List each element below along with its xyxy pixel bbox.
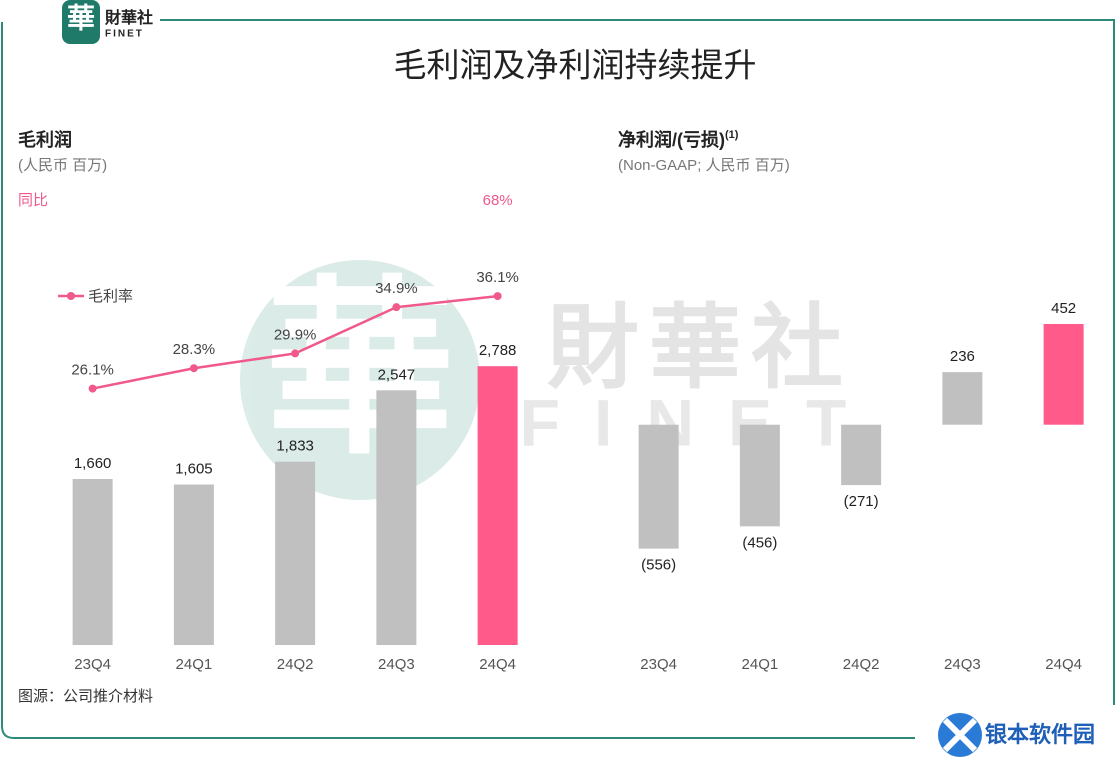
line-label: 26.1% — [71, 362, 114, 379]
x-tick-label: 24Q3 — [944, 656, 981, 673]
bar — [173, 484, 214, 645]
bar — [841, 424, 882, 486]
bar — [739, 424, 780, 527]
value-label: 1,833 — [276, 438, 314, 455]
legend-label: 毛利率 — [88, 288, 133, 305]
chart-subtitle: (人民币 百万) — [18, 157, 107, 174]
chart-title: 净利润/(亏损)(1) — [618, 129, 739, 150]
line-label: 29.9% — [274, 326, 317, 343]
yoy-value: 68% — [483, 192, 513, 209]
bar — [942, 372, 983, 425]
yoy-label: 同比 — [18, 192, 48, 209]
chart-title-note: (1) — [725, 129, 739, 141]
value-label: (556) — [641, 557, 676, 574]
frame — [1, 19, 1115, 739]
chart-subtitle: (Non-GAAP; 人民币 百万) — [618, 157, 790, 174]
x-tick-label: 24Q2 — [277, 656, 314, 673]
bar — [477, 366, 518, 645]
legend-marker — [67, 292, 75, 300]
line-point — [291, 349, 300, 358]
logo-mark: 華 — [67, 2, 95, 33]
value-label: 1,660 — [74, 455, 112, 472]
value-label: 1,605 — [175, 460, 213, 477]
chart-title: 毛利润 — [18, 129, 72, 150]
x-tick-label: 24Q3 — [378, 656, 415, 673]
logo-sub: FINET — [105, 29, 144, 40]
slide-title: 毛利润及净利润持续提升 — [394, 47, 757, 84]
x-tick-label: 23Q4 — [640, 656, 677, 673]
x-tick-label: 24Q1 — [176, 656, 213, 673]
x-tick-label: 23Q4 — [74, 656, 111, 673]
value-label: (271) — [844, 493, 879, 510]
logo-name: 財華社 — [105, 8, 153, 27]
line-point — [392, 303, 401, 312]
line-label: 28.3% — [173, 341, 216, 358]
line-point — [88, 384, 97, 393]
bar — [72, 479, 113, 645]
x-tick-label: 24Q4 — [1045, 656, 1082, 673]
value-label: 236 — [950, 348, 975, 365]
watermark-name: 財華社 — [547, 297, 853, 399]
value-label: 452 — [1051, 300, 1076, 317]
watermark-sub: FINET — [520, 385, 881, 459]
chart-title-text: 净利润/(亏损) — [618, 129, 725, 150]
line-point — [189, 364, 198, 373]
bar — [376, 390, 417, 645]
line-point — [493, 292, 502, 301]
value-label: 2,788 — [479, 342, 517, 359]
x-tick-label: 24Q2 — [843, 656, 880, 673]
logo-badge — [62, 0, 100, 44]
line-label: 34.9% — [375, 280, 418, 297]
line-label: 36.1% — [476, 269, 519, 286]
watermark: 華 財華社 FINET — [240, 260, 881, 500]
x-tick-label: 24Q1 — [742, 656, 779, 673]
brand: 银本软件园 — [985, 722, 1095, 747]
bar — [638, 424, 679, 549]
watermark-mark: 華 — [265, 264, 455, 476]
x-tick-label: 24Q4 — [479, 656, 516, 673]
brand-icon-x — [942, 717, 978, 753]
chart-title-text: 毛利润 — [18, 129, 72, 150]
value-label: (456) — [742, 534, 777, 551]
bar — [275, 461, 316, 645]
bar — [1043, 323, 1084, 425]
value-label: 2,547 — [378, 366, 416, 383]
source: 图源：公司推介材料 — [18, 688, 153, 705]
watermark-disc — [240, 260, 480, 500]
brand-logo — [938, 713, 982, 757]
